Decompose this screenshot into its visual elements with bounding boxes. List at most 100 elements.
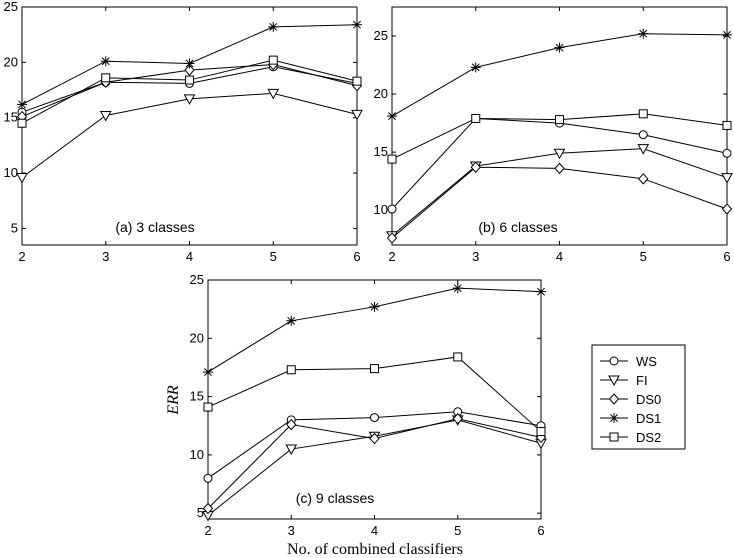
plot-a-frame — [21, 6, 358, 246]
plot-b-series-fi-line — [391, 148, 728, 237]
plot-c-series-ws-point — [370, 413, 379, 423]
plot-a-ytick-label: 5 — [11, 220, 18, 235]
legend-label-ds2: DS2 — [636, 430, 661, 445]
plot-b-series-ds2-point — [722, 120, 732, 130]
plot-c-xtick-label: 6 — [537, 523, 544, 538]
plot-c-series-ds2-point — [286, 365, 296, 375]
plot-a-series-ds2-point — [17, 118, 27, 128]
plot-c-series-ds0-point — [286, 418, 297, 431]
legend-label-ds1: DS1 — [636, 411, 661, 426]
plot-b-ytick-label: 20 — [374, 86, 388, 101]
plot-a-series-ds1-point — [352, 19, 362, 30]
legend-box — [591, 344, 686, 450]
plot-c-series-ds1-point — [203, 367, 213, 378]
plot-c-series-ws-point — [203, 473, 213, 483]
plot-a-xtick-label: 2 — [18, 249, 25, 264]
plot-b-series-ds0-point — [386, 232, 398, 244]
plot-a-series-ds2-point — [101, 73, 111, 83]
plot-a-annotation: (a) 3 classes — [115, 219, 194, 235]
plot-a-series-fi-point — [351, 109, 363, 121]
plot-a-series-ds1-point — [17, 99, 27, 110]
plot-a-xtick-label: 3 — [102, 249, 109, 264]
plot-a-series-fi-point — [16, 172, 28, 184]
plot-a-xtick-label: 6 — [353, 249, 360, 264]
plot-c-ytick-label: 5 — [197, 505, 204, 520]
plot-b-series-ws-point — [638, 130, 648, 140]
plot-c-series-fi-point — [285, 444, 298, 456]
plot-c-series-ds1-point — [369, 301, 380, 312]
plot-b-xtick-label: 4 — [556, 249, 563, 264]
plot-b-series-fi-point — [637, 144, 650, 155]
plot-a-series-ds2-point — [268, 55, 278, 65]
legend-marker-ws — [609, 356, 619, 366]
plot-b-series-ds0-point — [554, 162, 565, 175]
plot-b-xtick-label: 2 — [388, 249, 395, 264]
plot-b-series-ds2-point — [471, 113, 481, 123]
plot-b-ytick-label: 25 — [374, 28, 388, 43]
plot-a-xtick-label: 4 — [186, 249, 193, 264]
plot-c-series-ds1-point — [536, 286, 546, 297]
plot-c-xtick-label: 5 — [454, 523, 461, 538]
plot-b-series-ds1-point — [722, 29, 732, 40]
plot-a-series-ds2-point — [185, 75, 194, 85]
plot-c-xtick-label: 4 — [371, 523, 378, 538]
plot-b-series-ds1-point — [554, 42, 565, 53]
legend-marker-fi — [608, 375, 620, 387]
plot-c-xtick-label: 2 — [204, 523, 211, 538]
plot-c-ytick-label: 20 — [190, 330, 204, 345]
plot-a-series-fi-point — [183, 94, 196, 105]
plot-c-series-ds0-point — [452, 412, 463, 425]
plot-b-series-ds2-point — [387, 154, 397, 164]
plot-b-series-ds2-point — [638, 109, 648, 119]
plot-c-ytick-label: 10 — [190, 447, 204, 462]
plot-a-series-fi-point — [99, 110, 112, 122]
plot-c-ytick-label: 25 — [190, 272, 204, 287]
plot-c-annotation: (c) 9 classes — [296, 490, 375, 506]
plot-b-xtick-label: 5 — [640, 249, 647, 264]
plot-c-xtick-label: 3 — [288, 523, 295, 538]
plot-c-series-ds1-point — [286, 315, 297, 326]
plot-b-series-fi-point — [721, 173, 733, 184]
plot-c-series-ds0-point — [369, 432, 380, 445]
plot-b-series-ds0-point — [470, 161, 481, 173]
legend-marker-ds0 — [608, 393, 620, 405]
plot-c-series-ds1-point — [452, 283, 463, 294]
plot-b-ytick-label: 10 — [374, 202, 388, 217]
plot-b-series-ds0-point — [638, 173, 649, 185]
plot-b-annotation: (b) 6 classes — [478, 219, 557, 235]
x-axis-label: No. of combined classifiers — [287, 541, 463, 558]
plot-c-series-ds1-line — [207, 287, 542, 373]
legend-label-fi: FI — [636, 373, 648, 388]
plot-b-series-ds0-line — [391, 166, 728, 239]
plot-c-series-ds2-point — [370, 364, 379, 374]
plot-a-series-ds0-point — [184, 64, 195, 76]
plot-c-series-ds0-point — [202, 502, 214, 515]
plot-a-series-ds1-point — [100, 56, 111, 67]
plot-b-series-ws-point — [387, 204, 397, 214]
plot-a-ytick-label: 15 — [4, 110, 18, 125]
plot-a-ytick-label: 25 — [4, 0, 18, 14]
legend-label-ds0: DS0 — [636, 392, 661, 407]
plot-a-xtick-label: 5 — [270, 249, 277, 264]
legend-marker-ds1 — [609, 413, 619, 423]
plot-a-series-ds2-point — [352, 76, 362, 86]
plot-c-series-ds2-point — [453, 352, 463, 362]
plot-a-series-ds1-point — [268, 21, 279, 32]
legend-marker-ds2 — [609, 432, 619, 442]
plot-b-ytick-label: 15 — [374, 144, 388, 159]
plot-c-series-ds2-point — [536, 427, 546, 437]
plot-c-frame — [207, 279, 542, 520]
plot-b-series-ds0-point — [721, 203, 733, 215]
plot-a-series-ds1-point — [184, 58, 195, 69]
plot-b-series-ds1-point — [387, 111, 397, 122]
plot-c-ytick-label: 15 — [190, 389, 204, 404]
plot-a-series-fi-line — [21, 92, 358, 178]
plot-a-ytick-label: 10 — [4, 165, 18, 180]
legend-label-ws: WS — [636, 354, 657, 369]
y-axis-label: ERR — [165, 385, 182, 416]
plot-b-series-ds1-point — [470, 62, 481, 73]
plot-c-series-ds2-point — [203, 402, 213, 412]
legend: WS FI DS0 DS1 DS2 — [591, 344, 686, 450]
plot-a-series-fi-point — [267, 88, 280, 100]
